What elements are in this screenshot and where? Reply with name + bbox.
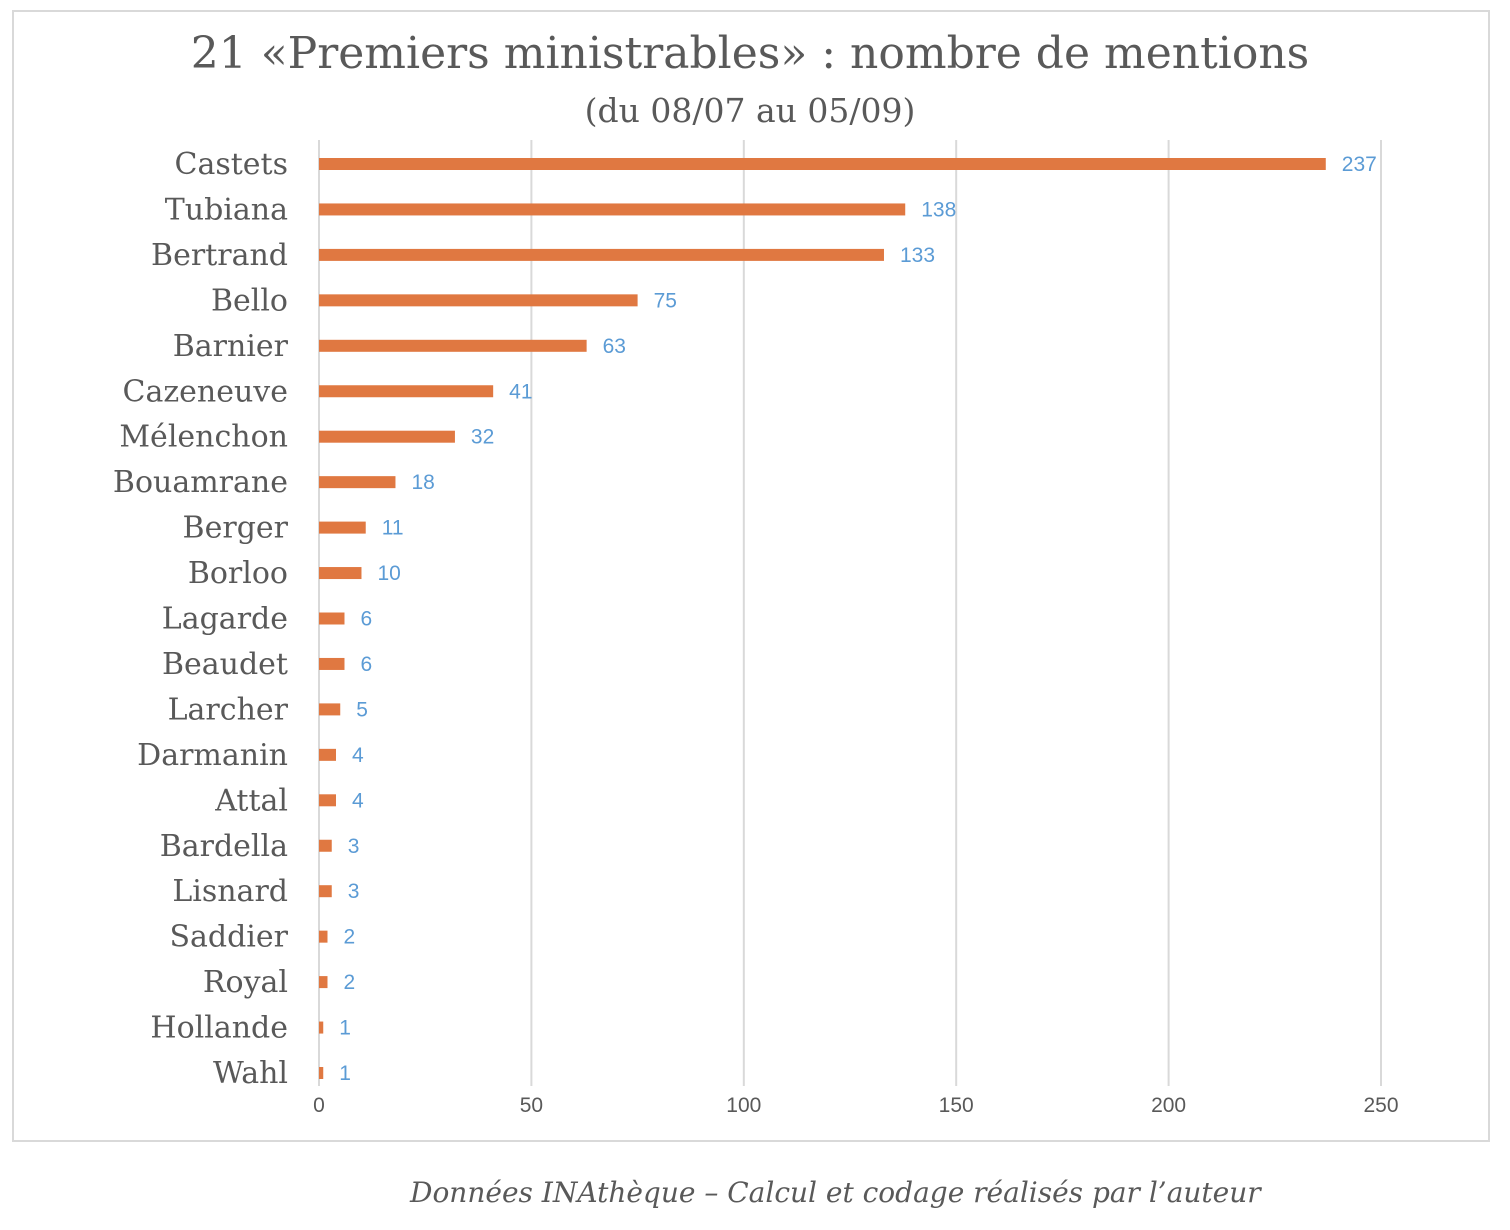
data-label-bello: 75 [654,289,677,312]
x-tick-label-250: 250 [1363,1094,1398,1117]
bar-chart: 0 50 100 150 200 250 Castets 237 Tubiana 138 Bertr… [113,140,1399,1117]
data-label-bardella: 3 [348,835,360,858]
bar-saddier [319,930,328,943]
category-label-castets: Castets [175,147,289,182]
data-label-darmanin: 4 [352,744,364,767]
category-label-tubiana: Tubiana [165,192,288,227]
category-label-lisnard: Lisnard [172,874,288,909]
bar-bertrand [319,248,884,261]
data-label-cazeneuve: 41 [509,380,532,403]
bar-royal [319,976,328,989]
category-label-bouamrane: Bouamrane [113,465,288,500]
category-label-mélenchon: Mélenchon [119,420,288,455]
data-label-saddier: 2 [343,926,355,949]
category-label-attal: Attal [214,783,288,818]
bar-tubiana [319,203,906,216]
x-tick-label-150: 150 [939,1094,974,1117]
x-tick-label-100: 100 [726,1094,761,1117]
data-label-beaudet: 6 [360,653,372,676]
bar-hollande [319,1021,324,1034]
bar-bardella [319,839,332,852]
data-label-hollande: 1 [339,1017,351,1040]
bar-wahl [319,1067,324,1079]
bar-cazeneuve [319,385,494,398]
category-label-lagarde: Lagarde [162,602,288,637]
chart-subtitle: (du 08/07 au 05/09) [584,91,916,130]
data-label-larcher: 5 [356,698,368,721]
data-label-royal: 2 [343,971,355,994]
data-label-lisnard: 3 [348,880,360,903]
bar-barnier [319,339,587,352]
category-label-darmanin: Darmanin [137,738,288,773]
category-label-beaudet: Beaudet [162,647,288,682]
category-label-bello: Bello [211,283,288,318]
x-tick-label-0: 0 [313,1094,325,1117]
bar-castets [319,158,1326,170]
bar-darmanin [319,748,336,761]
data-label-borloo: 10 [377,562,400,585]
data-label-bouamrane: 18 [411,471,434,494]
category-label-hollande: Hollande [150,1011,288,1046]
chart-frame [12,10,1490,1142]
category-label-berger: Berger [183,511,289,546]
bar-attal [319,794,336,807]
category-label-cazeneuve: Cazeneuve [123,374,289,409]
data-label-bertrand: 133 [900,244,935,267]
bar-bouamrane [319,476,396,489]
category-label-bardella: Bardella [160,829,288,864]
x-tick-label-200: 200 [1151,1094,1186,1117]
category-label-royal: Royal [203,965,288,1000]
bar-larcher [319,703,341,716]
category-label-wahl: Wahl [213,1056,288,1091]
data-label-wahl: 1 [339,1062,351,1085]
bar-lagarde [319,612,345,625]
data-label-attal: 4 [352,789,364,812]
bar-borloo [319,567,362,580]
category-label-borloo: Borloo [188,556,288,591]
data-label-lagarde: 6 [360,608,372,631]
bar-beaudet [319,657,345,670]
data-label-castets: 237 [1342,153,1377,176]
data-label-mélenchon: 32 [471,426,494,449]
category-label-bertrand: Bertrand [151,238,288,273]
category-label-larcher: Larcher [168,692,289,727]
chart-title: 21 «Premiers ministrables» : nombre de m… [190,28,1310,79]
bar-berger [319,521,366,534]
x-tick-label-50: 50 [520,1094,543,1117]
data-label-barnier: 63 [603,335,626,358]
bar-bello [319,294,638,307]
data-label-tubiana: 138 [921,198,956,221]
bar-mélenchon [319,430,455,443]
category-label-saddier: Saddier [169,920,288,955]
source-caption: Données INAthèque – Calcul et codage réa… [410,1176,1261,1209]
data-label-berger: 11 [382,517,404,540]
bar-lisnard [319,885,332,898]
category-label-barnier: Barnier [173,329,289,364]
